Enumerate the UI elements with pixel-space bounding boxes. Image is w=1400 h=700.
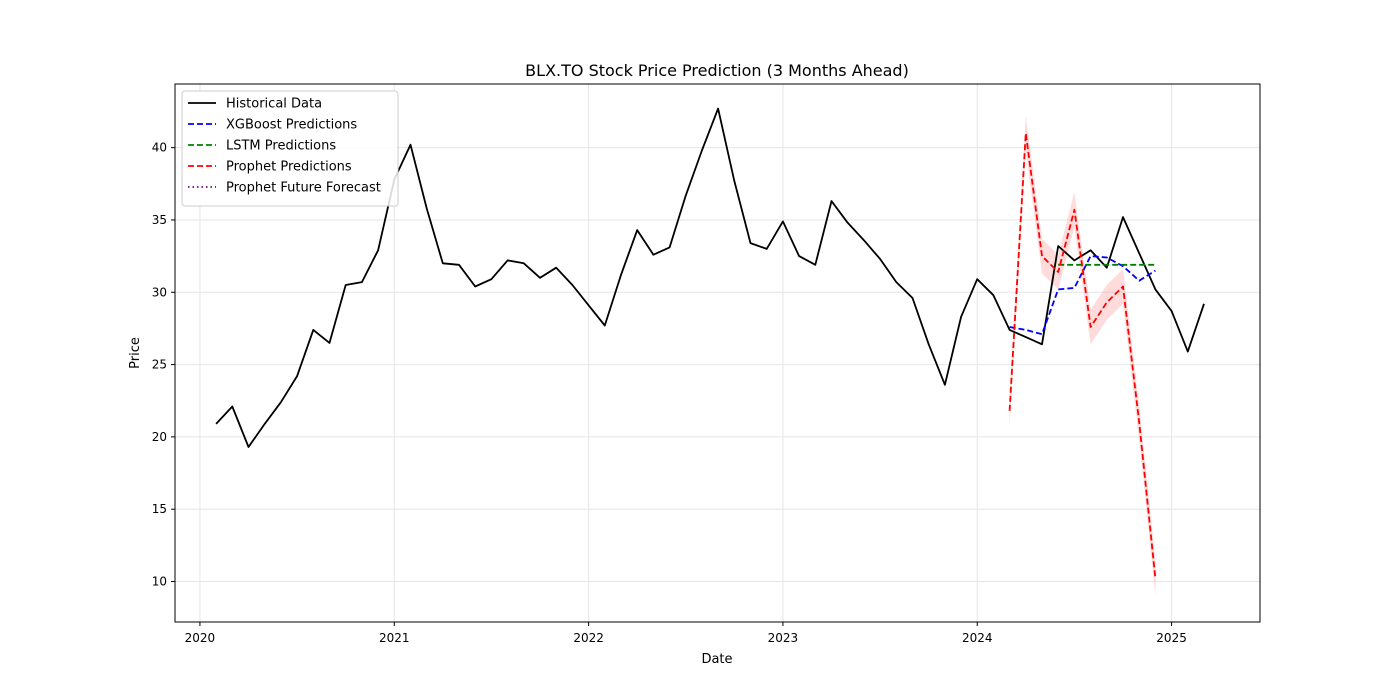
legend-label-historical-data: Historical Data (226, 97, 322, 112)
x-tick-label: 2023 (768, 631, 799, 645)
legend-label-lstm-predictions: LSTM Predictions (226, 139, 336, 154)
series-lines (215, 107, 1205, 579)
grid (175, 84, 1260, 622)
x-tick-label: 2020 (185, 631, 216, 645)
x-tick-label: 2024 (962, 631, 993, 645)
legend-label-xgboost-predictions: XGBoost Predictions (226, 118, 357, 133)
y-axis: 10 15 20 25 30 35 40 (152, 141, 175, 589)
x-tick-label: 2022 (573, 631, 604, 645)
x-axis-label: Date (701, 652, 732, 667)
legend-box (181, 90, 399, 207)
y-tick-label: 15 (152, 502, 167, 516)
legend-label-prophet-future-forecast: Prophet Future Forecast (226, 181, 381, 196)
legend-label-prophet-predictions: Prophet Predictions (226, 160, 352, 175)
chart-title: BLX.TO Stock Price Prediction (3 Months … (525, 61, 909, 80)
y-tick-label: 40 (152, 141, 167, 155)
x-axis: 2020 2021 2022 2023 2024 2025 (185, 622, 1187, 645)
historical-data-line (215, 107, 1205, 448)
y-tick-label: 35 (152, 213, 167, 227)
legend: Historical Data XGBoost Predictions LSTM P… (181, 90, 399, 207)
y-axis-label: Price (128, 337, 143, 369)
y-tick-label: 30 (152, 285, 167, 299)
y-tick-label: 20 (152, 430, 167, 444)
plot-frame (174, 83, 1261, 623)
x-tick-label: 2021 (379, 631, 410, 645)
y-tick-label: 25 (152, 358, 167, 372)
y-tick-label: 10 (152, 575, 167, 589)
x-tick-label: 2025 (1156, 631, 1187, 645)
